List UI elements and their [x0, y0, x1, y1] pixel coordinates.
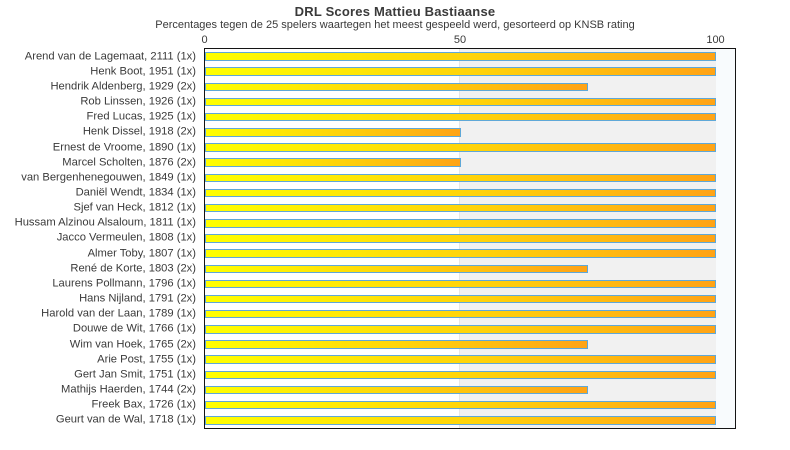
category-label: Jacco Vermeulen, 1808 (1x): [56, 231, 196, 244]
score-bar: [205, 355, 716, 364]
score-bar: [205, 416, 716, 425]
plot-area: [204, 48, 736, 429]
score-bar: [205, 128, 461, 137]
category-label: Marcel Scholten, 1876 (2x): [62, 156, 196, 169]
score-bar: [205, 173, 716, 183]
score-bar: [205, 294, 716, 304]
bar-row: [205, 367, 735, 382]
bar-row: [205, 49, 735, 64]
bar-row: [205, 276, 735, 291]
bar-row: [205, 94, 735, 109]
score-bar: [205, 203, 716, 213]
score-bar: [205, 325, 716, 334]
bar-row: [205, 398, 735, 413]
category-label: Wim van Hoek, 1765 (2x): [69, 337, 196, 350]
bar-row: [205, 64, 735, 79]
score-bar: [205, 264, 589, 274]
x-tick-label: 0: [201, 34, 208, 46]
score-bar: [205, 279, 716, 289]
bar-row: [205, 337, 735, 352]
score-bar: [205, 340, 589, 349]
bar-row: [205, 216, 735, 231]
chart-subtitle: Percentages tegen de 25 spelers waartege…: [155, 19, 635, 31]
category-label: Hendrik Aldenberg, 1929 (2x): [50, 80, 196, 93]
score-bar: [205, 97, 716, 107]
score-bar: [205, 188, 716, 198]
bar-row: [205, 231, 735, 246]
bar-row: [205, 382, 735, 397]
category-label: Arie Post, 1755 (1x): [97, 353, 196, 366]
category-label: van Bergenhenegouwen, 1849 (1x): [21, 171, 196, 184]
score-bar: [205, 158, 461, 167]
category-label: Henk Dissel, 1918 (2x): [82, 125, 196, 138]
x-tick-label: 50: [453, 34, 467, 46]
score-bar: [205, 219, 716, 228]
category-labels: Arend van de Lagemaat, 2111 (1x) Henk Bo…: [0, 49, 199, 428]
category-label: Sjef van Heck, 1812 (1x): [73, 201, 197, 214]
score-bar: [205, 143, 716, 152]
category-label: Laurens Pollmann, 1796 (1x): [52, 277, 196, 290]
category-label: Mathijs Haerden, 1744 (2x): [61, 383, 196, 396]
score-bar: [205, 385, 589, 395]
bar-row: [205, 170, 735, 185]
category-label: Douwe de Wit, 1766 (1x): [72, 322, 196, 335]
bar-row: [205, 413, 735, 428]
score-bar: [205, 400, 716, 410]
category-label: Freek Bax, 1726 (1x): [91, 398, 196, 411]
category-label: Henk Boot, 1951 (1x): [90, 65, 196, 78]
bar-row: [205, 140, 735, 155]
x-axis-tick-labels: 0 50 100: [0, 34, 790, 47]
bar-row: [205, 261, 735, 276]
score-bar: [205, 309, 716, 319]
score-bar: [205, 112, 716, 122]
score-bar: [205, 67, 716, 76]
category-label: Harold van der Laan, 1789 (1x): [41, 307, 196, 320]
bar-row: [205, 352, 735, 367]
score-bar: [205, 370, 716, 380]
x-tick-label: 100: [706, 34, 725, 46]
bar-row: [205, 307, 735, 322]
score-bar: [205, 82, 589, 92]
chart-title: DRL Scores Mattieu Bastiaanse: [294, 4, 496, 19]
bar-row: [205, 125, 735, 140]
category-label: Hussam Alzinou Alsaloum, 1811 (1x): [14, 216, 196, 229]
category-label: Almer Toby, 1807 (1x): [87, 247, 196, 260]
bar-row: [205, 246, 735, 261]
category-label: Gert Jan Smit, 1751 (1x): [74, 368, 196, 381]
bar-row: [205, 79, 735, 94]
category-label: René de Korte, 1803 (2x): [70, 262, 196, 275]
bar-row: [205, 292, 735, 307]
score-bar: [205, 52, 716, 61]
score-bar: [205, 249, 716, 258]
category-label: Arend van de Lagemaat, 2111 (1x): [24, 49, 196, 62]
category-label: Daniël Wendt, 1834 (1x): [75, 186, 196, 199]
category-label: Geurt van de Wal, 1718 (1x): [55, 413, 196, 426]
category-label: Fred Lucas, 1925 (1x): [86, 110, 196, 123]
bar-row: [205, 110, 735, 125]
category-label: Rob Linssen, 1926 (1x): [80, 95, 196, 108]
bar-row: [205, 155, 735, 170]
bar-row: [205, 322, 735, 337]
bar-row: [205, 185, 735, 200]
category-label: Hans Nijland, 1791 (2x): [79, 292, 196, 305]
score-bar: [205, 234, 716, 243]
bar-row: [205, 201, 735, 216]
category-label: Ernest de Vroome, 1890 (1x): [52, 140, 196, 153]
